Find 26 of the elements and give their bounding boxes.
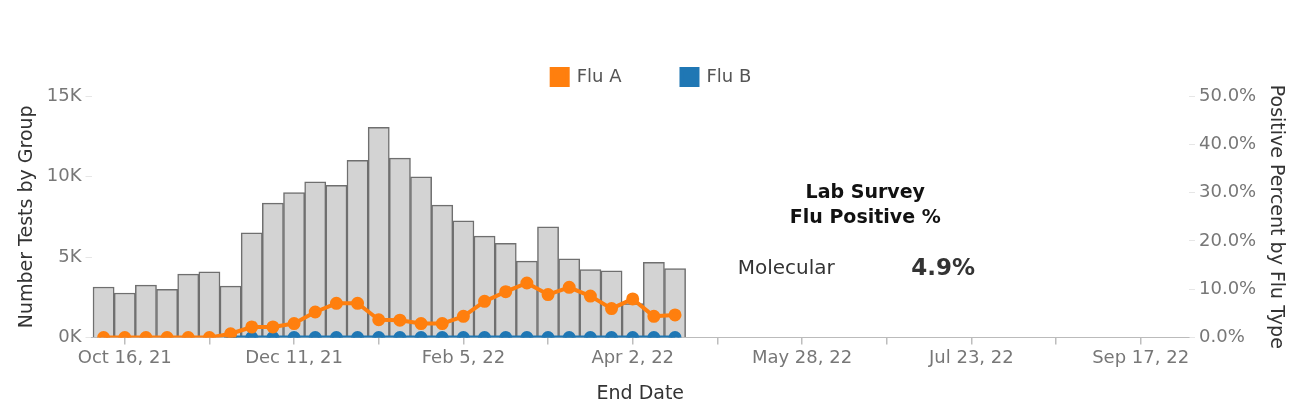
legend-label: Flu A — [576, 64, 623, 86]
y2-tick-label: 40.0% — [1199, 131, 1257, 153]
y2-tick-label: 0.0% — [1199, 325, 1245, 347]
x-tick-label: Dec 11, 21 — [245, 346, 343, 368]
x-tick-label: May 28, 22 — [751, 346, 853, 368]
x-axis-title: End Date — [596, 380, 685, 403]
y-tick-label: 5K — [58, 244, 83, 266]
annotation: Molecular — [737, 254, 836, 279]
x-tick-label: Jul 23, 22 — [927, 346, 1014, 368]
y2-tick-label: 10.0% — [1199, 276, 1257, 298]
annotation: 4.9% — [911, 254, 976, 281]
y-tick-label: 15K — [46, 83, 83, 105]
y-tick-label: 10K — [46, 164, 83, 186]
x-tick-label: Oct 16, 21 — [77, 346, 172, 368]
annotation: Lab Survey — [805, 179, 926, 202]
y2-tick-label: 20.0% — [1199, 228, 1257, 250]
x-tick-label: Apr 2, 22 — [591, 346, 675, 368]
y2-tick-label: 30.0% — [1199, 180, 1257, 202]
y-axis-title: Number Tests by Group — [14, 105, 37, 329]
x-tick-label: Feb 5, 22 — [421, 346, 506, 368]
annotation: Flu Positive % — [789, 204, 941, 227]
legend-label: Flu B — [706, 64, 752, 86]
x-tick-label: Sep 17, 22 — [1092, 346, 1190, 368]
y-tick-label: 0K — [58, 325, 83, 347]
y2-axis-title: Positive Percent by Flu Type — [1266, 84, 1289, 349]
y2-tick-label: 50.0% — [1199, 83, 1257, 105]
